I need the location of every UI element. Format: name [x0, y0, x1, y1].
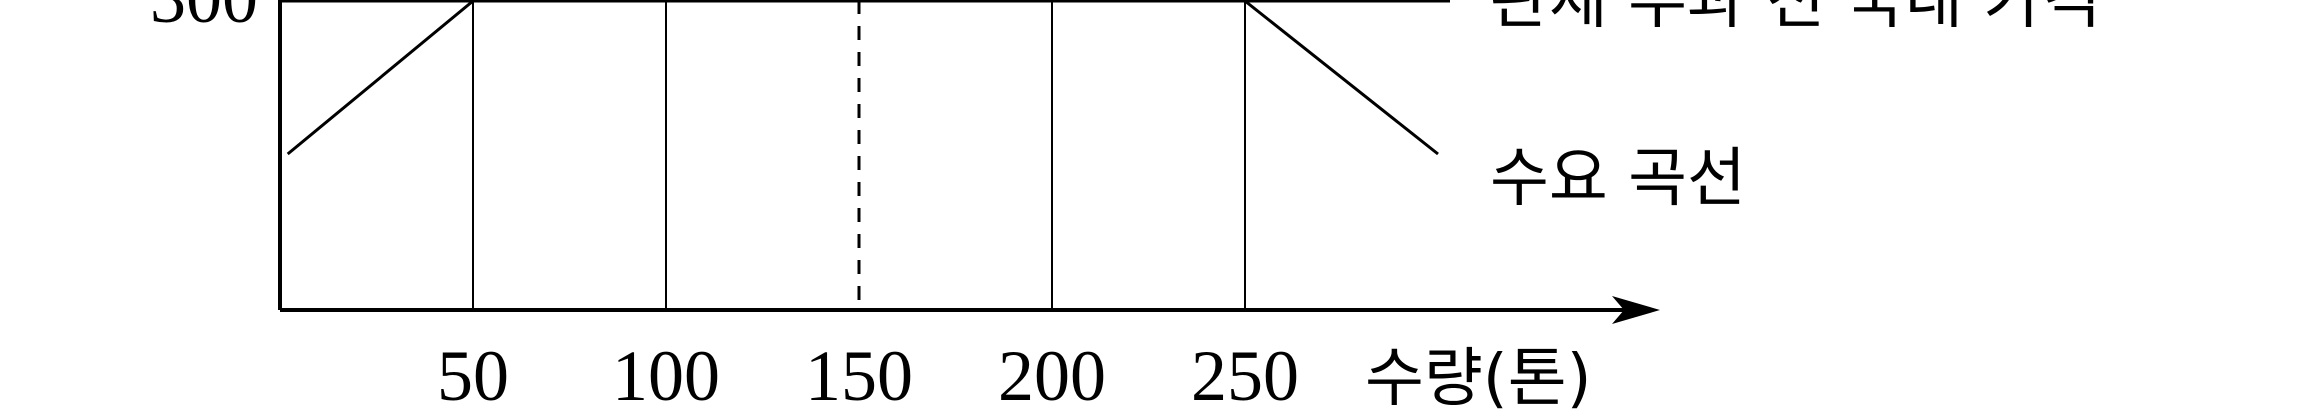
x-axis-title: 수량(톤) — [1365, 342, 1592, 415]
plot-area — [280, 0, 1450, 310]
x-tick-label-250: 250 — [1191, 336, 1299, 415]
series-label-domestic-price: 관세 부과 전 국내 가격 — [1490, 0, 2101, 38]
series-label-demand-curve: 수요 곡선 — [1490, 142, 1746, 216]
x-tick-label-50: 50 — [437, 336, 509, 415]
x-tick-label-150: 150 — [805, 336, 913, 415]
x-tick-label-100: 100 — [612, 336, 720, 415]
demand-curve-line — [286, 0, 1439, 156]
y-tick-label: 300 — [150, 0, 258, 38]
x-tick-labels: 50 100 150 200 250 — [437, 336, 1299, 415]
x-axis-arrowhead — [1612, 296, 1660, 324]
x-tick-label-200: 200 — [998, 336, 1106, 415]
